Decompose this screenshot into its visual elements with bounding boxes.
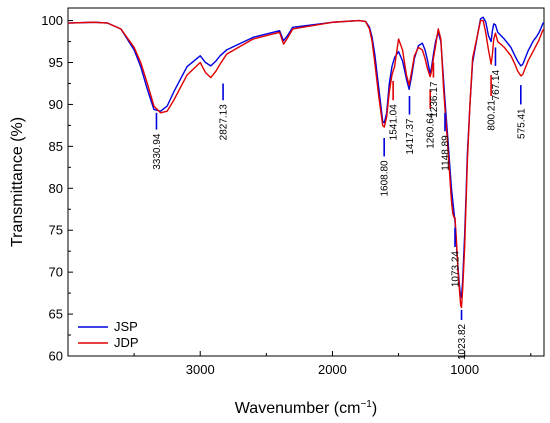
peak-label: 1236.17 <box>429 81 440 118</box>
peak-label: 1608.80 <box>380 160 391 197</box>
peak-label: 1073.24 <box>451 251 462 288</box>
series-layer <box>68 16 544 309</box>
y-tick-label: 80 <box>49 181 63 196</box>
legend-label-jdp: JDP <box>114 335 139 350</box>
peak-label: 575.41 <box>516 108 527 139</box>
peak-label: 800.21 <box>487 100 498 131</box>
peak-label: 1541.04 <box>389 104 400 141</box>
x-tick-label: 3000 <box>186 362 215 377</box>
x-tick-label: 2000 <box>318 362 347 377</box>
peak-label: 767.14 <box>491 69 502 100</box>
y-tick-label: 60 <box>49 349 63 364</box>
peak-label: 1260.64 <box>426 112 437 149</box>
plot-frame <box>67 7 545 357</box>
peak-annotations: 3330.94 2827.13 1608.80 1541.04 1417.37 1260.… <box>152 47 527 360</box>
y-tick-label: 65 <box>49 307 63 322</box>
peak-label: 3330.94 <box>152 133 163 170</box>
x-tick-label: 1000 <box>450 362 479 377</box>
y-tick-label: 85 <box>49 139 63 154</box>
x-axis-title-sup: −1 <box>360 399 372 410</box>
y-tick-label: 70 <box>49 265 63 280</box>
legend: JSP JDP <box>78 319 139 350</box>
y-tick-label: 95 <box>49 55 63 70</box>
y-tick-label: 90 <box>49 97 63 112</box>
axes: 60 65 70 75 80 85 90 95 100 3000 2000 1000 <box>41 13 532 377</box>
y-tick-label: 75 <box>49 223 63 238</box>
peak-label: 2827.13 <box>219 104 230 141</box>
peak-label: 1023.82 <box>457 323 468 360</box>
x-axis-title-close: ) <box>372 400 377 417</box>
peak-label: 1148.89 <box>441 135 452 171</box>
x-axis-title-main: Wavenumber (cm <box>235 400 361 417</box>
x-axis-title: Wavenumber (cm−1) <box>235 399 377 417</box>
peak-label: 1417.37 <box>405 118 416 155</box>
legend-label-jsp: JSP <box>114 319 138 334</box>
series-line-jdp <box>68 19 544 309</box>
y-axis-title: Transmittance (%) <box>9 117 26 247</box>
y-tick-label: 100 <box>41 13 63 28</box>
